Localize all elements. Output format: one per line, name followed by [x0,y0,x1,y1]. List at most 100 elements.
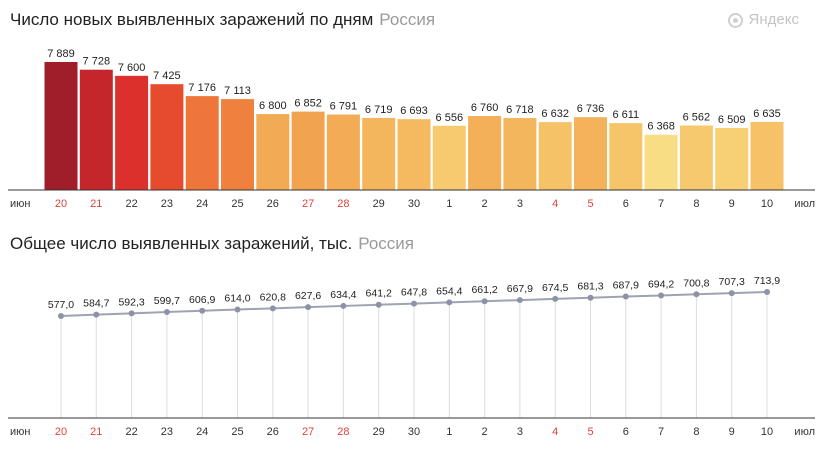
data-point[interactable] [516,297,523,304]
point-value-label: 681,3 [577,281,603,293]
bar[interactable] [221,99,254,190]
data-point[interactable] [269,305,276,312]
point-value-label: 634,4 [330,289,356,301]
bar[interactable] [715,128,749,190]
data-point[interactable] [93,311,100,318]
x-tick-label: 24 [196,198,208,210]
data-point[interactable] [305,304,312,311]
bar-value-label: 6 562 [683,111,711,123]
data-point[interactable] [622,293,629,300]
point-value-label: 606,9 [189,294,215,306]
bar-chart-region: Россия [379,10,436,29]
data-point[interactable] [728,290,735,297]
x-tick-label: 6 [623,426,629,438]
data-point[interactable] [552,295,559,302]
bar[interactable] [750,121,784,190]
x-tick-label: 20 [55,198,67,210]
data-point[interactable] [340,302,347,309]
bar[interactable] [326,114,360,190]
point-value-label: 707,3 [719,276,745,288]
data-point[interactable] [481,298,488,305]
bar-value-label: 6 632 [541,108,569,120]
data-point[interactable] [58,313,64,319]
bar[interactable] [468,115,502,190]
data-point[interactable] [199,307,206,314]
bar[interactable] [362,117,396,190]
x-tick-label: 10 [761,426,773,438]
x-tick-label: 27 [302,198,314,210]
point-value-label: 674,5 [542,282,568,294]
bar-value-label: 6 693 [400,105,428,117]
bar-value-label: 7 425 [153,70,181,82]
bar-value-label: 6 852 [294,98,322,110]
data-point[interactable] [764,289,770,295]
data-point[interactable] [163,309,170,316]
bar[interactable] [609,123,643,190]
line-chart-title: Общее число выявленных заражений, тыс. Ро… [10,234,414,254]
line-chart: 577,020584,721592,322599,723606,924614,0… [8,275,815,438]
data-point[interactable] [658,292,665,299]
bar-value-label: 7 176 [188,82,216,94]
data-point[interactable] [128,310,135,317]
x-tick-label: 9 [729,198,735,210]
yandex-logo[interactable]: Яндекс [727,11,799,28]
bar[interactable] [44,62,78,190]
bar-value-label: 7 600 [118,62,146,74]
bar[interactable] [397,119,431,190]
bar-value-label: 7 113 [224,85,251,97]
data-point[interactable] [693,291,700,298]
point-value-label: 687,9 [613,280,639,292]
x-tick-label: 25 [231,426,243,438]
point-value-label: 667,9 [507,283,533,295]
x-tick-label: 7 [658,198,664,210]
x-tick-label: 5 [587,198,593,210]
x-tick-label: 5 [587,426,593,438]
month-end-label: июл [794,426,815,438]
point-value-label: 577,0 [48,299,74,311]
point-value-label: 614,0 [224,293,250,305]
bar[interactable] [79,69,113,190]
data-point[interactable] [411,300,417,307]
point-value-label: 584,7 [83,298,109,310]
x-tick-label: 2 [482,426,488,438]
bar-value-label: 6 791 [330,101,358,113]
bar[interactable] [256,114,290,190]
x-tick-label: 22 [125,198,137,210]
x-tick-label: 28 [337,198,349,210]
bar[interactable] [115,75,149,190]
x-tick-label: 8 [693,198,699,210]
x-tick-label: 2 [482,198,488,210]
bar[interactable] [185,96,219,190]
bar[interactable] [432,125,466,190]
x-tick-label: 10 [761,198,773,210]
x-tick-label: 21 [90,426,102,438]
bar[interactable] [503,118,537,190]
point-value-label: 661,2 [471,284,497,296]
data-point[interactable] [446,299,453,306]
bar[interactable] [538,122,572,190]
bar-chart-title-text: Число новых выявленных заражений по дням [10,10,374,29]
bar-value-label: 6 368 [647,121,675,133]
point-value-label: 641,2 [366,288,392,300]
bar[interactable] [574,117,607,190]
month-start-label: июн [10,426,30,438]
x-tick-label: 29 [373,426,385,438]
bar-value-label: 6 800 [259,100,287,112]
bar[interactable] [679,125,713,190]
bar[interactable] [644,134,678,190]
bar[interactable] [150,84,184,190]
data-point[interactable] [234,306,241,313]
x-tick-label: 3 [517,198,523,210]
bar-value-label: 6 736 [577,103,605,115]
bar[interactable] [291,111,325,190]
bar-value-label: 6 556 [436,112,464,124]
yandex-logo-text: Яндекс [748,11,799,28]
yandex-logo-icon [727,13,743,28]
point-value-label: 713,9 [754,275,780,287]
data-point[interactable] [375,301,382,308]
month-end-label: июл [794,198,815,210]
data-point[interactable] [587,294,594,301]
bar-value-label: 6 509 [718,114,746,126]
x-tick-label: 22 [125,426,137,438]
